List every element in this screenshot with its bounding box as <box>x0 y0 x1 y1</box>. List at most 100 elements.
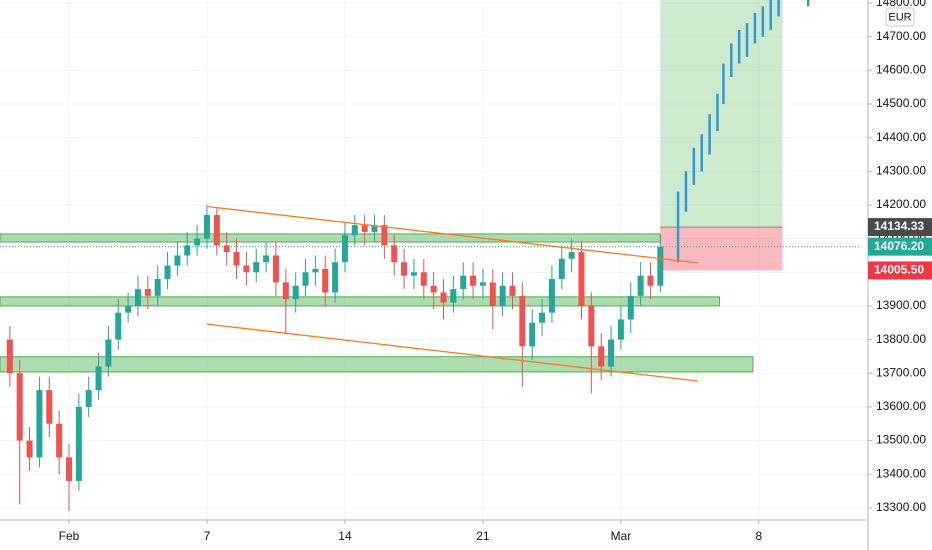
candle-body <box>420 272 427 286</box>
plot-area <box>0 0 860 512</box>
candle-body <box>243 265 250 273</box>
candle-body <box>46 390 53 424</box>
candle-body <box>134 289 141 306</box>
candle-body <box>548 279 555 313</box>
candle-body <box>184 245 191 256</box>
y-tick-label: 13700.00 <box>876 365 926 379</box>
candle-body <box>282 282 289 300</box>
candle-body <box>56 423 63 458</box>
candle-body <box>194 238 201 246</box>
candle-body <box>272 255 279 283</box>
candle-body <box>213 215 220 246</box>
y-tick-label: 14700.00 <box>876 29 926 43</box>
candle-body <box>647 275 654 286</box>
candle-body <box>450 289 457 303</box>
candle-body <box>144 289 151 296</box>
y-tick-label: 13600.00 <box>876 399 926 413</box>
candle-body <box>322 268 329 293</box>
candle-body <box>598 346 605 367</box>
candle-body <box>401 262 408 276</box>
candle-body <box>608 339 615 367</box>
candle-body <box>26 440 33 458</box>
candle-body <box>568 252 575 259</box>
candle-body <box>174 255 181 266</box>
y-tick-label: 13300.00 <box>876 500 926 514</box>
price-label: 14134.33 <box>874 219 924 233</box>
stop-zone <box>660 227 783 271</box>
axes: 13300.00 13400.00 13500.00 13600.00 13700.00… <box>59 0 932 543</box>
candle-body <box>410 272 417 276</box>
candle-body <box>36 390 43 458</box>
candle-body <box>578 252 585 306</box>
y-tick-label: 13900.00 <box>876 298 926 312</box>
x-tick-label: Mar <box>611 529 632 543</box>
candle-body <box>371 225 378 232</box>
candle-body <box>351 225 358 236</box>
price-label: 14076.20 <box>874 239 924 253</box>
candle-body <box>391 245 398 263</box>
price-label-box <box>868 261 932 280</box>
candle-body <box>233 252 240 266</box>
candle-body <box>263 255 270 263</box>
y-tick-label: 13500.00 <box>876 433 926 447</box>
candle-body <box>529 322 536 347</box>
y-tick-label: 13400.00 <box>876 466 926 480</box>
candle-body <box>637 275 644 296</box>
candle-body <box>361 225 368 232</box>
candle-body <box>509 285 516 296</box>
trendline <box>207 206 698 264</box>
candle-body <box>65 457 72 481</box>
candle-body <box>6 339 13 374</box>
candle-body <box>16 373 23 441</box>
y-tick-label: 14300.00 <box>876 163 926 177</box>
y-tick-label: 14400.00 <box>876 130 926 144</box>
candle-body <box>588 305 595 347</box>
candle-body <box>558 258 565 280</box>
candle-body <box>430 285 437 293</box>
candle-body <box>292 285 299 300</box>
candle-body <box>75 406 82 481</box>
candle-body <box>519 295 526 347</box>
candle-body <box>95 366 102 391</box>
candle-body <box>341 235 348 263</box>
candle-body <box>253 262 260 273</box>
candle-body <box>440 292 447 303</box>
target-zone <box>660 0 783 228</box>
candle-body <box>154 279 161 296</box>
candle-body <box>164 265 171 280</box>
trendline <box>206 323 698 382</box>
support-zone <box>0 356 754 373</box>
candle-body <box>125 305 132 313</box>
candle-body <box>470 275 477 286</box>
y-tick-label: 14600.00 <box>876 63 926 77</box>
candle-body <box>617 319 624 340</box>
y-tick-label: 14200.00 <box>876 197 926 211</box>
candle-body <box>381 225 388 246</box>
candle-body <box>479 282 486 286</box>
x-tick-label: Feb <box>59 529 80 543</box>
x-tick-label: 8 <box>756 529 763 543</box>
support-zone <box>0 296 720 307</box>
x-tick-label: 14 <box>338 529 352 543</box>
support-zone <box>0 233 661 243</box>
candle-body <box>203 215 210 239</box>
candle-body <box>302 272 309 286</box>
candle-body <box>312 268 319 273</box>
currency-box <box>885 7 915 27</box>
candle-body <box>85 390 92 407</box>
y-tick-label: 13800.00 <box>876 332 926 346</box>
x-tick-label: 7 <box>204 529 211 543</box>
x-tick-label: 21 <box>476 529 490 543</box>
candle-body <box>105 339 112 367</box>
price-label: 14005.50 <box>874 263 924 277</box>
currency: EUR <box>888 11 911 23</box>
candle-body <box>499 285 506 306</box>
candle-body <box>460 275 467 290</box>
y-tick-label: 14800.00 <box>876 0 926 9</box>
y-tick-label: 14500.00 <box>876 96 926 110</box>
candle-body <box>332 262 339 293</box>
candle-body <box>489 282 496 306</box>
candle-body <box>627 295 634 320</box>
candle-body <box>539 312 546 323</box>
